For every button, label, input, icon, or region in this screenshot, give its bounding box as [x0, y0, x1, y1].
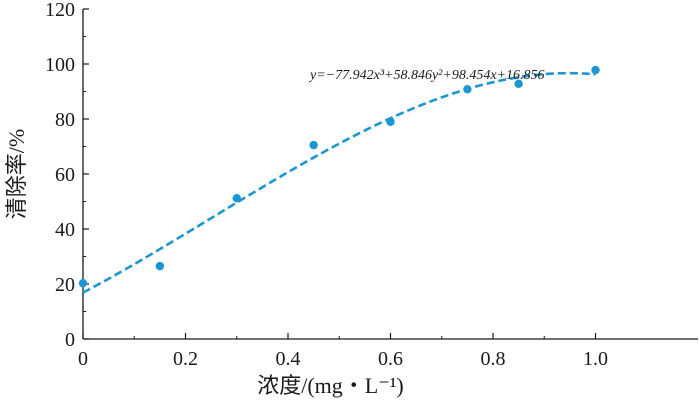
y-tick-label: 120 — [45, 0, 75, 21]
y-tick-label: 80 — [55, 109, 75, 131]
fit-curve-layer — [82, 71, 596, 294]
x-tick-label: 0 — [78, 348, 88, 370]
data-point — [309, 140, 318, 150]
data-points — [78, 65, 600, 288]
fit-curve — [82, 71, 596, 294]
y-tick-label: 0 — [65, 329, 75, 351]
y-axis-title: 清除率/% — [4, 129, 29, 219]
axes — [82, 9, 698, 340]
y-tick-label: 60 — [55, 164, 75, 186]
data-point — [78, 278, 88, 288]
x-tick-label: 1.0 — [583, 348, 608, 370]
data-point — [514, 79, 523, 89]
x-tick-label: 0.4 — [276, 348, 301, 370]
data-point — [591, 65, 600, 75]
data-point — [386, 117, 395, 126]
fit-equation-label: y=−77.942x³+58.846y²+98.454x+16.856 — [308, 68, 545, 83]
axis-ticks: 0 0.2 0.4 0.6 0.8 1.0 0 20 40 60 80 100 120 — [45, 0, 608, 370]
data-point — [463, 85, 472, 94]
y-tick-label: 20 — [55, 274, 75, 296]
data-point — [155, 261, 165, 271]
x-tick-label: 0.2 — [173, 348, 198, 370]
x-tick-label: 0.8 — [481, 348, 506, 370]
x-axis-title: 浓度/(mg・L⁻¹) — [257, 373, 404, 398]
y-tick-label: 40 — [55, 219, 75, 241]
x-tick-label: 0.6 — [378, 348, 403, 370]
y-tick-label: 100 — [45, 54, 75, 76]
data-point — [232, 194, 241, 203]
